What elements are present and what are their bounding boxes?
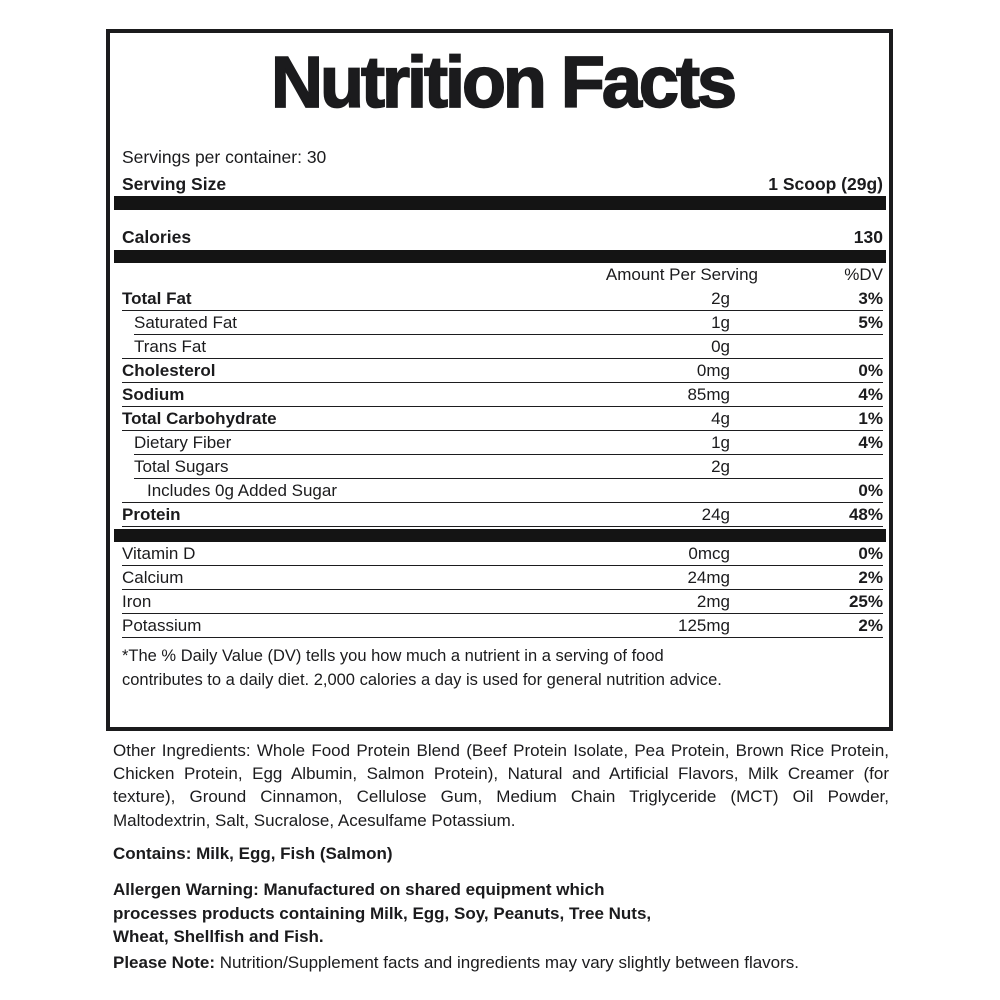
- other-ingredients-text: Other Ingredients: Whole Food Protein Bl…: [113, 741, 889, 830]
- nutrient-amount: 0g: [711, 337, 730, 356]
- nutrient-amount: 24g: [701, 505, 730, 524]
- nutrient-name: Calcium: [122, 568, 184, 587]
- row-separator-line: [122, 406, 883, 407]
- nutrient-amount: 85mg: [687, 385, 730, 404]
- nutrient-name: Trans Fat: [134, 337, 207, 356]
- nutrient-name: Saturated Fat: [134, 313, 238, 332]
- nutrient-name: Potassium: [122, 616, 202, 635]
- row-separator-line: [134, 454, 883, 455]
- nutrient-name: Iron: [122, 592, 152, 611]
- nutrient-row: Trans Fat 0g: [122, 335, 883, 358]
- percent-dv-header: %DV: [844, 265, 883, 284]
- micronutrient-table: Vitamin D 0mcg 0% Calcium 24mg 2% Iron 2mg 25% Po…: [122, 542, 883, 638]
- please-note-text: Nutrition/Supplement facts and ingredien…: [219, 952, 800, 972]
- nutrient-name: Cholesterol: [122, 361, 216, 380]
- nutrient-dv: 2%: [858, 616, 883, 635]
- row-separator-line: [122, 382, 883, 383]
- nutrient-name: Dietary Fiber: [134, 433, 232, 452]
- row-separator-line: [122, 565, 883, 566]
- nutrient-name: Vitamin D: [122, 544, 196, 563]
- nutrient-dv: 48%: [848, 505, 883, 524]
- nutrient-dv: 1%: [858, 409, 883, 428]
- row-separator-line: [122, 589, 883, 590]
- nutrient-name: Includes 0g Added Sugar: [147, 481, 337, 500]
- row-separator-line: [122, 637, 883, 638]
- nutrient-name: Sodium: [122, 385, 185, 404]
- calories-value: 130: [853, 227, 883, 247]
- nutrient-amount: 2mg: [696, 592, 730, 611]
- nutrient-dv: 0%: [858, 481, 883, 500]
- divider-bar-protein: [114, 529, 886, 542]
- nutrient-amount: 2g: [711, 457, 730, 476]
- nutrient-dv: 2%: [858, 568, 883, 587]
- nutrient-amount: 0mcg: [688, 544, 730, 563]
- nutrient-amount: 125mg: [678, 616, 730, 635]
- servings-per-container: Servings per container: 30: [122, 147, 327, 167]
- serving-size-row: Serving Size 1 Scoop (29g): [122, 174, 883, 194]
- supplement-info-section: Other Ingredients: Whole Food Protein Bl…: [113, 739, 889, 974]
- daily-value-footnote: *The % Daily Value (DV) tells you how mu…: [122, 647, 722, 689]
- nutrient-dv: 4%: [858, 385, 883, 404]
- row-separator-line: [122, 358, 883, 359]
- nutrient-dv: 25%: [848, 592, 883, 611]
- row-separator-line: [134, 478, 883, 479]
- nutrient-dv: [823, 335, 883, 358]
- nutrient-row: Dietary Fiber 1g 4%: [122, 431, 883, 454]
- serving-size-value: 1 Scoop (29g): [768, 174, 883, 194]
- amount-per-serving-header: Amount Per Serving: [605, 265, 758, 284]
- row-separator-line: [122, 502, 883, 503]
- column-header-row: Amount Per Serving %DV: [122, 263, 883, 287]
- nutrient-row: Total Carbohydrate 4g 1%: [122, 407, 883, 430]
- nutrient-amount: 1g: [711, 313, 730, 332]
- divider-bar-top: [114, 196, 886, 210]
- nutrient-row: Sodium 85mg 4%: [122, 383, 883, 406]
- nutrient-name: Total Carbohydrate: [122, 409, 277, 428]
- nutrient-dv: 0%: [858, 361, 883, 380]
- allergen-warning-label: Allergen Warning:: [113, 879, 259, 899]
- nutrient-dv: [823, 455, 883, 478]
- nutrient-row: Cholesterol 0mg 0%: [122, 359, 883, 382]
- nutrient-amount: 2g: [711, 289, 730, 308]
- nutrition-facts-panel: Nutrition Facts Servings per container: …: [106, 29, 893, 731]
- divider-bar-calories: [114, 250, 886, 263]
- calories-row: Calories 130: [122, 227, 883, 247]
- please-note: Please Note: Nutrition/Supplement facts …: [113, 951, 889, 974]
- allergen-warning: Allergen Warning: Manufactured on shared…: [113, 878, 693, 949]
- please-note-label: Please Note:: [113, 952, 216, 972]
- nutrient-amount: 1g: [711, 433, 730, 452]
- nutrient-row: Calcium 24mg 2%: [122, 566, 883, 589]
- row-separator-line: [122, 310, 883, 311]
- nutrient-amount: 0mg: [696, 361, 730, 380]
- serving-size-label: Serving Size: [122, 174, 227, 194]
- nutrition-facts-title: Nutrition Facts: [270, 43, 738, 123]
- nutrient-row: Total Fat 2g 3%: [122, 287, 883, 310]
- nutrient-dv: 5%: [858, 313, 883, 332]
- allergen-warning-text: Manufactured on shared equipment which p…: [113, 879, 652, 947]
- nutrient-row: Saturated Fat 1g 5%: [122, 311, 883, 334]
- nutrient-row: Protein 24g 48%: [122, 503, 883, 526]
- nutrient-dv: 0%: [858, 544, 883, 563]
- nutrient-row: Potassium 125mg 2%: [122, 614, 883, 637]
- nutrient-amount: 4g: [711, 409, 730, 428]
- row-separator-line: [134, 334, 883, 335]
- contains-statement: Contains: Milk, Egg, Fish (Salmon): [113, 843, 393, 863]
- row-separator-line: [122, 526, 883, 527]
- nutrient-table: Total Fat 2g 3% Saturated Fat 1g 5% Trans Fat 0…: [122, 287, 883, 527]
- nutrient-amount: 24mg: [687, 568, 730, 587]
- nutrient-dv: 3%: [858, 289, 883, 308]
- row-separator-line: [122, 430, 883, 431]
- calories-label: Calories: [122, 227, 192, 247]
- nutrient-dv: 4%: [858, 433, 883, 452]
- nutrient-name: Total Sugars: [134, 457, 229, 476]
- nutrient-row: Includes 0g Added Sugar 0%: [122, 479, 883, 502]
- nutrient-row: Iron 2mg 25%: [122, 590, 883, 613]
- nutrient-name: Protein: [122, 505, 181, 524]
- nutrient-name: Total Fat: [122, 289, 192, 308]
- row-separator-line: [122, 613, 883, 614]
- nutrient-row: Total Sugars 2g: [122, 455, 883, 478]
- nutrient-row: Vitamin D 0mcg 0%: [122, 542, 883, 565]
